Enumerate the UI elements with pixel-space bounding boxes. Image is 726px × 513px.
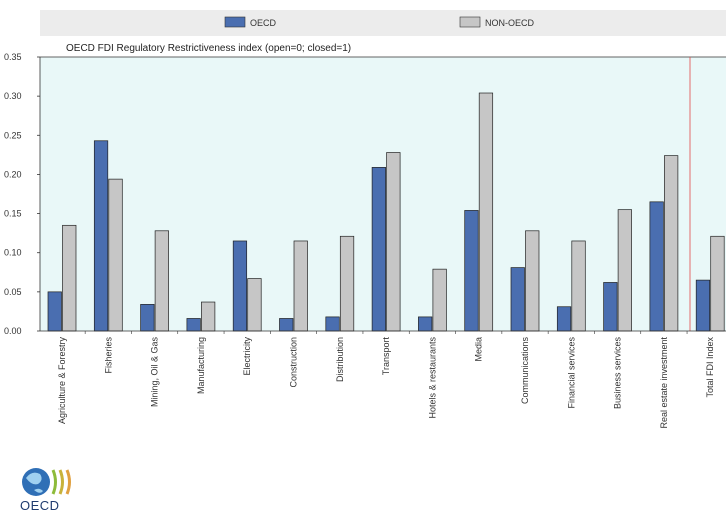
bar-oecd: [603, 282, 618, 332]
y-tick-label: 0.00: [4, 326, 22, 336]
bar-non-oecd: [571, 240, 586, 332]
bar-oecd: [371, 167, 386, 332]
bar-non-oecd: [339, 235, 355, 332]
x-category-label: Electricity: [242, 337, 252, 376]
bar-non-oecd: [293, 240, 308, 332]
bar-non-oecd: [478, 92, 494, 332]
x-category-label: Transport: [381, 337, 391, 376]
bar-oecd: [47, 291, 62, 332]
logo-arc-1: [51, 469, 57, 495]
x-category-label: Fisheries: [103, 337, 113, 374]
y-tick-label: 0.15: [4, 209, 22, 219]
x-category-label: Hotels & restaurants: [427, 337, 437, 419]
bar-non-oecd: [664, 155, 679, 332]
bar-non-oecd: [525, 230, 540, 332]
bar-oecd: [556, 306, 572, 332]
globe-land: [26, 472, 43, 493]
x-category-label: Manufacturing: [196, 337, 206, 394]
bar-non-oecd: [247, 278, 262, 332]
y-tick-label: 0.25: [4, 130, 22, 140]
bar-oecd: [418, 316, 433, 332]
bar-oecd: [695, 279, 711, 332]
y-tick-label: 0.35: [4, 52, 22, 62]
x-category-label: Communications: [520, 337, 530, 405]
x-category-label: Distribution: [335, 337, 345, 382]
x-category-label: Construction: [289, 337, 299, 388]
bar-non-oecd: [432, 268, 447, 332]
x-category-label: Agriculture & Forestry: [57, 337, 67, 425]
bar-oecd: [93, 140, 109, 332]
x-category-label: Media: [474, 337, 484, 362]
y-axis-ticks: 0.00 0.05 0.10 0.15 0.20 0.25 0.30 0.35: [4, 52, 40, 336]
logo-arc-3: [65, 469, 71, 495]
bar-non-oecd: [386, 152, 401, 332]
bar-oecd: [464, 210, 479, 332]
bar-non-oecd: [108, 178, 123, 332]
bar-oecd: [510, 267, 525, 332]
oecd-logo-text: OECD: [20, 498, 60, 513]
bar-oecd: [279, 318, 294, 332]
oecd-logo: OECD: [20, 468, 71, 513]
bar-oecd: [140, 304, 155, 332]
x-category-label: Financial services: [566, 337, 576, 409]
bar-oecd: [232, 240, 248, 332]
bar-non-oecd: [617, 209, 632, 332]
x-category-label: Mining, Oil & Gas: [150, 337, 160, 408]
chart-title: OECD FDI Regulatory Restrictiveness inde…: [66, 43, 351, 54]
bar-non-oecd: [201, 301, 216, 332]
y-tick-label: 0.10: [4, 248, 22, 258]
y-tick-label: 0.20: [4, 169, 22, 179]
bar-non-oecd: [710, 235, 725, 332]
legend-swatch-non-oecd: [459, 16, 481, 28]
logo-arc-2: [58, 469, 64, 495]
x-category-label: Real estate investment: [659, 337, 669, 429]
legend-swatch-oecd: [224, 16, 246, 28]
bar-non-oecd: [154, 230, 169, 332]
legend-band: [40, 10, 726, 36]
y-tick-label: 0.05: [4, 287, 22, 297]
bar-oecd: [649, 201, 664, 332]
legend: OECD NON-OECD: [224, 16, 534, 28]
bar-non-oecd: [62, 224, 77, 332]
legend-label-oecd: OECD: [250, 18, 277, 28]
bar-oecd: [325, 316, 340, 332]
y-tick-label: 0.30: [4, 91, 22, 101]
legend-label-non-oecd: NON-OECD: [485, 18, 534, 28]
x-axis-labels: Agriculture & Forestry Fisheries Mining, O…: [57, 331, 715, 429]
x-category-label: Business services: [613, 337, 623, 410]
x-category-label: Total FDI Index: [705, 337, 715, 398]
bar-oecd: [186, 318, 201, 332]
